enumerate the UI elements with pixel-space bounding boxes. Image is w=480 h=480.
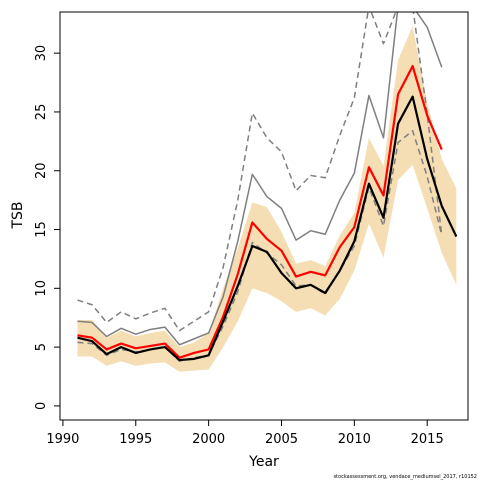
series-lines-layer — [77, 12, 458, 362]
y-axis-title: TSB — [10, 201, 26, 229]
confidence-band-layer — [77, 26, 457, 372]
y-tick-label: 25 — [34, 104, 49, 121]
y-tick-label: 0 — [34, 402, 49, 410]
x-tick-label: 2015 — [411, 432, 444, 447]
y-tick-label: 20 — [34, 162, 49, 179]
y-tick-label: 15 — [34, 221, 49, 238]
y-tick-label: 5 — [34, 343, 49, 351]
x-tick-label: 2005 — [265, 432, 298, 447]
y-tick-label: 10 — [34, 280, 49, 297]
x-tick-label: 1995 — [119, 432, 152, 447]
x-axis: 1990 1995 2000 2005 2010 2015 — [46, 420, 444, 447]
x-tick-label: 2000 — [192, 432, 225, 447]
y-tick-label: 30 — [34, 45, 49, 62]
series-line-gray-dashed-0 — [77, 12, 443, 332]
series-line-black-4 — [77, 95, 458, 362]
plot-frame — [59, 11, 469, 421]
x-tick-label: 1990 — [46, 432, 79, 447]
confidence-band — [77, 26, 457, 372]
series-line-gray-solid-1 — [77, 12, 443, 346]
credit-text: stockassessment.org, vendace_mediumsel_2… — [333, 474, 477, 480]
series-line-red-3 — [77, 64, 443, 359]
y-axis: 0 5 10 15 20 25 30 — [34, 45, 60, 410]
x-tick-label: 2010 — [338, 432, 371, 447]
x-axis-title: Year — [248, 454, 279, 470]
